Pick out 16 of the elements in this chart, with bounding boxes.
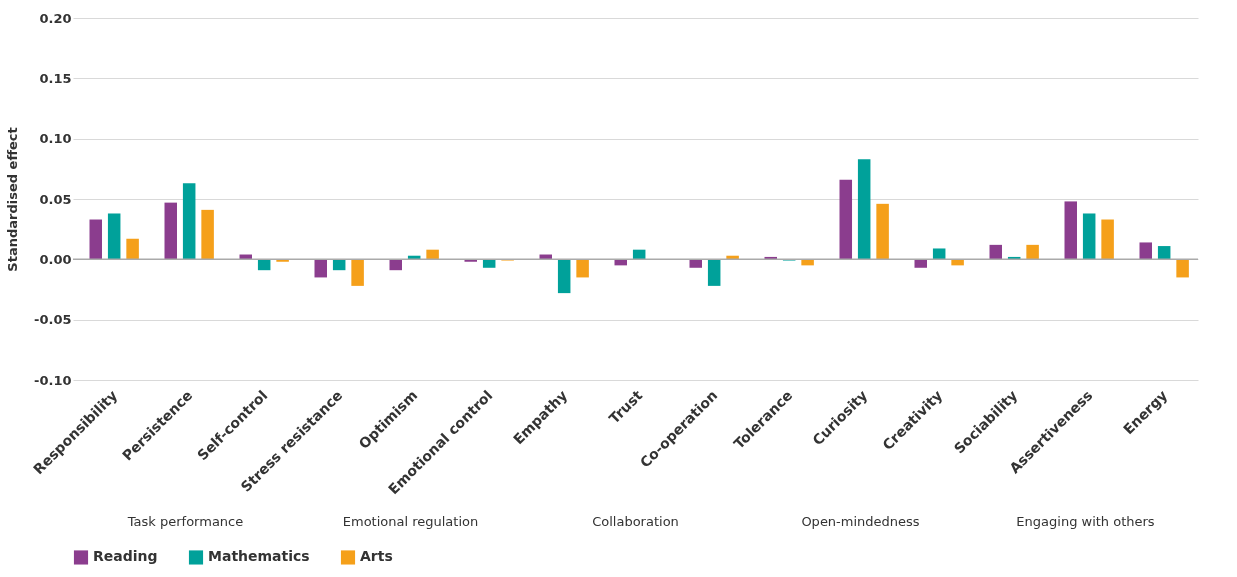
text: Collaboration — [592, 514, 679, 529]
text: Task performance — [126, 514, 244, 529]
legend-label: Reading — [93, 548, 158, 565]
y-tick-label: -0.10 — [34, 372, 72, 388]
y-tick-label: 0.15 — [39, 70, 72, 86]
y-tick-label: 0.00 — [39, 251, 72, 267]
y-tick-label: 0.05 — [39, 191, 72, 207]
text: Emotional regulation — [342, 514, 479, 529]
y-axis-title: Standardised effect — [5, 127, 21, 272]
legend-label: Mathematics — [208, 548, 310, 565]
text: Open-mindedness — [801, 514, 920, 529]
y-tick-label: -0.05 — [34, 312, 72, 328]
y-tick-label: 0.10 — [39, 131, 72, 147]
legend-label: Arts — [360, 548, 393, 565]
y-tick-label: 0.20 — [39, 10, 72, 26]
text: Engaging with others — [1016, 514, 1155, 529]
